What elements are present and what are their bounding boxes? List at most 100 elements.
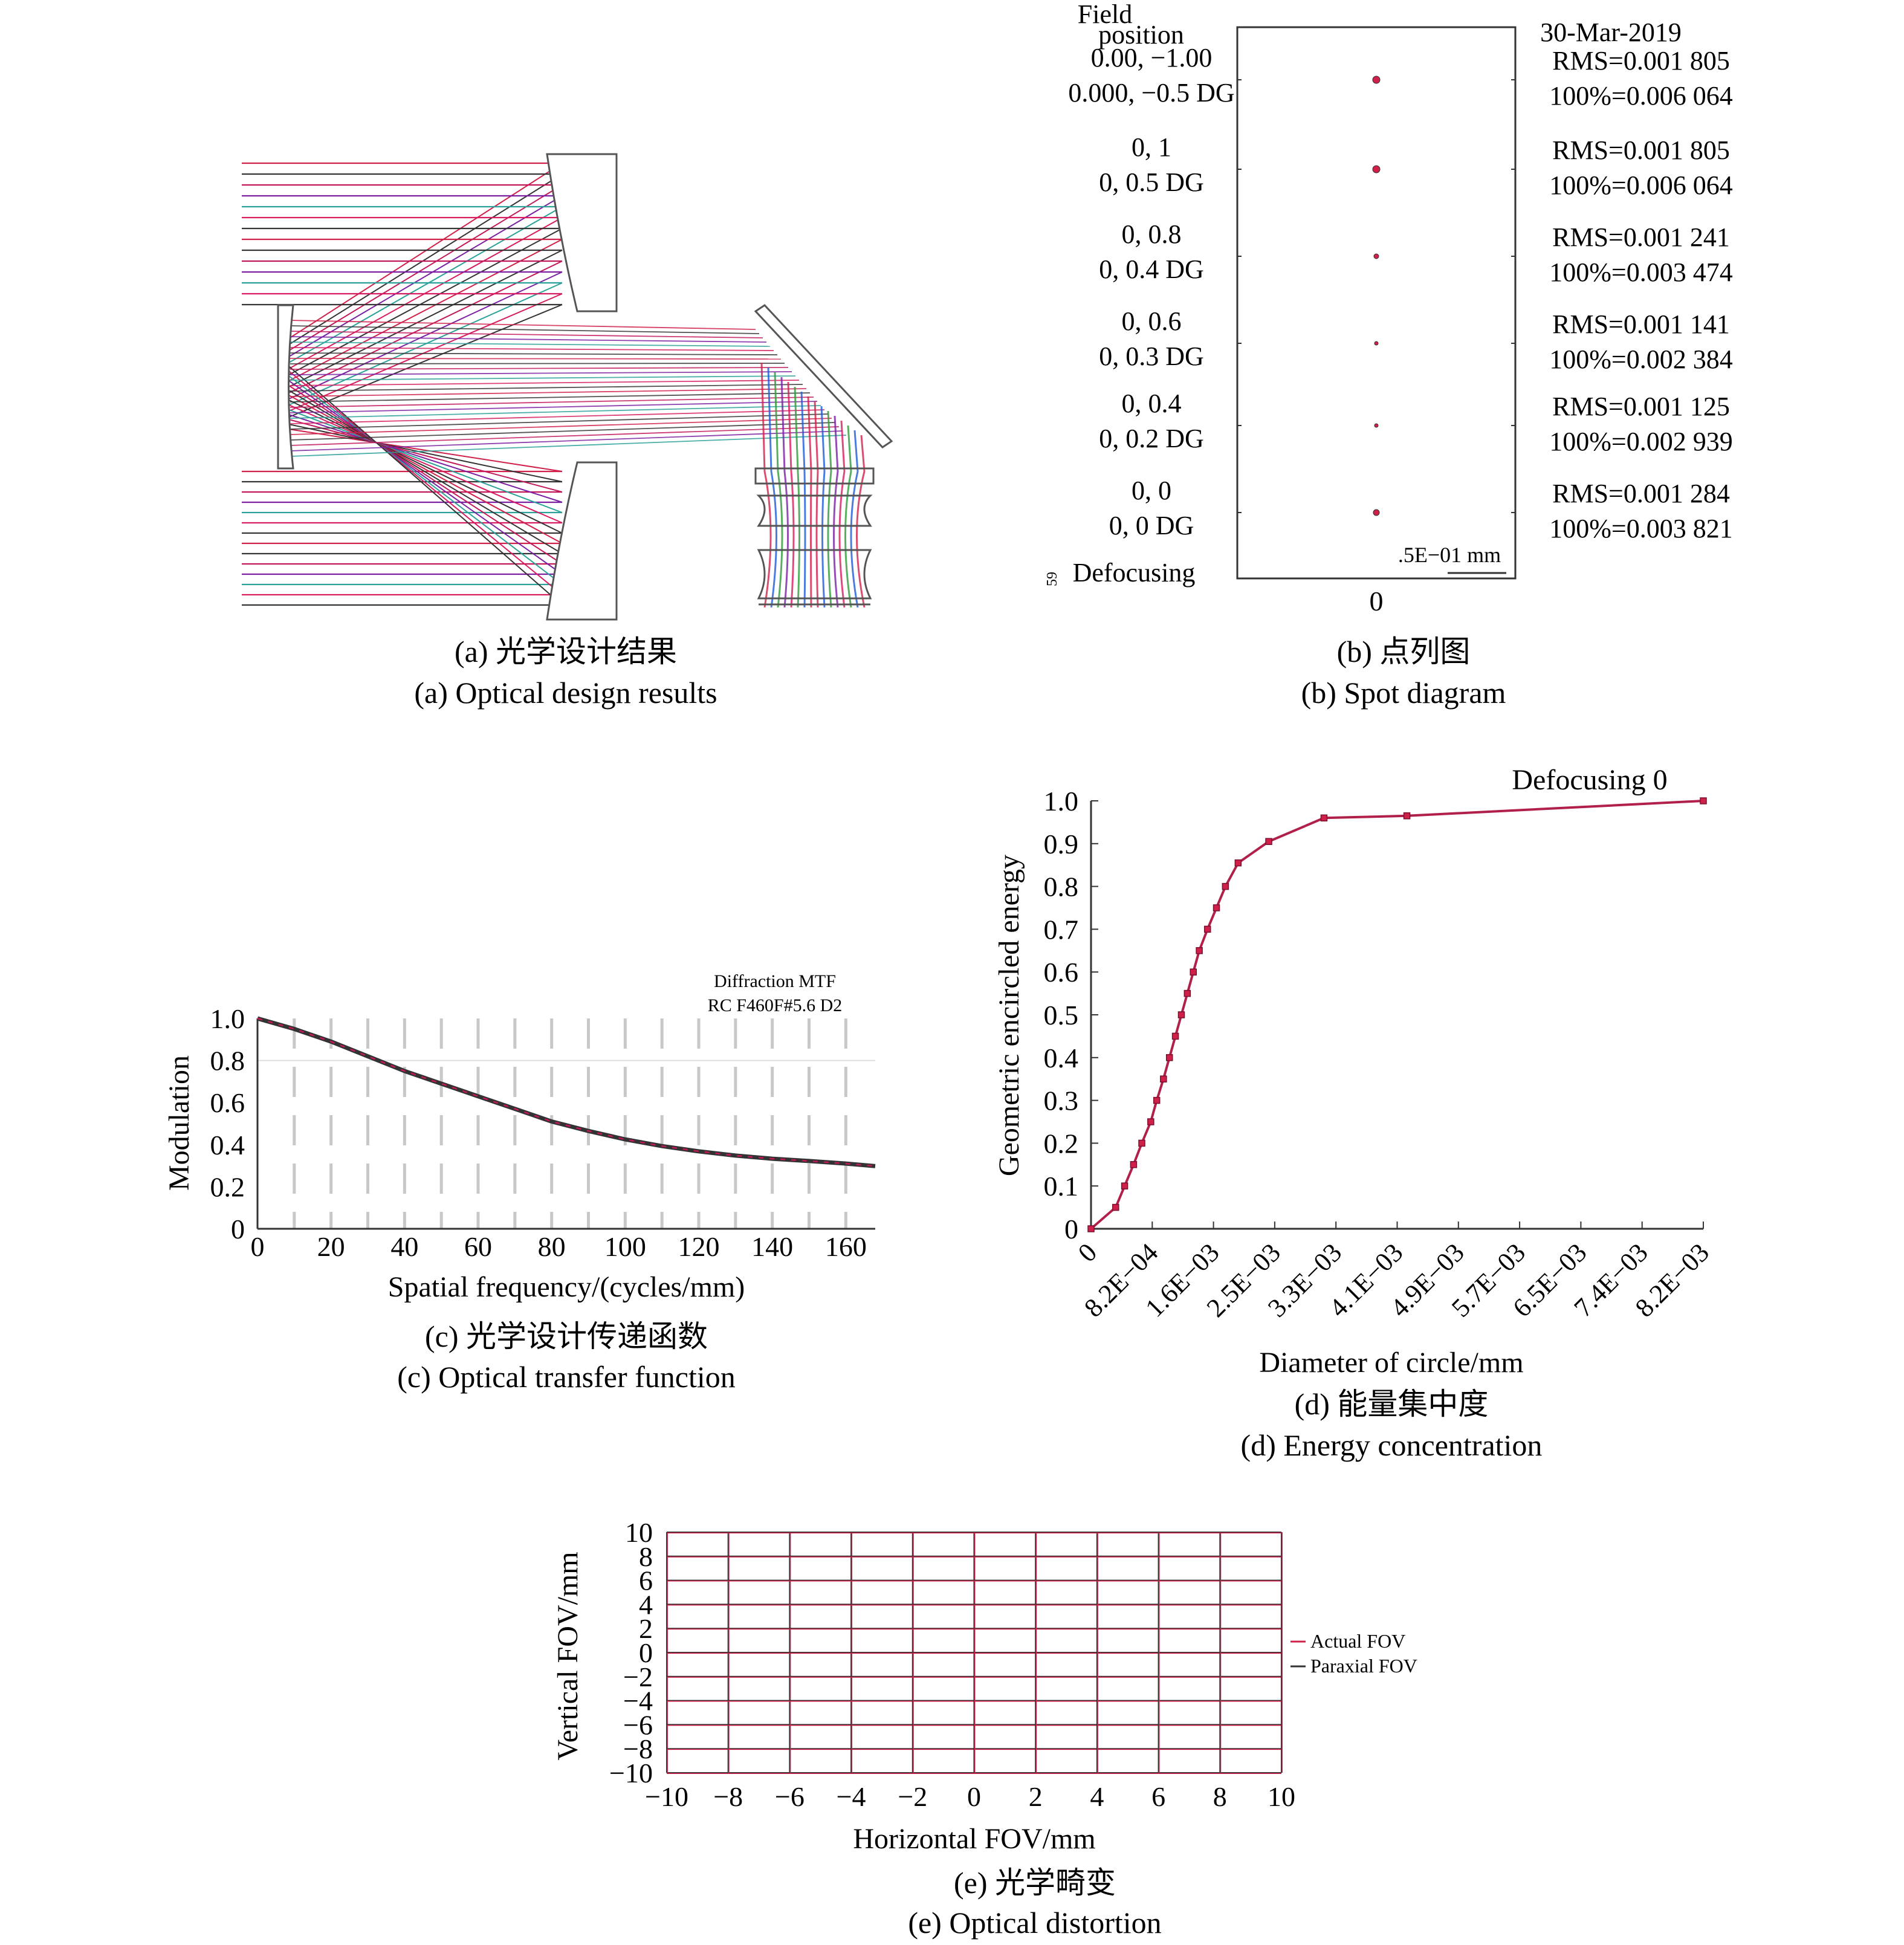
field-degrees: 0, 0.2 DG xyxy=(1099,424,1204,453)
caption-a-cn: (a) 光学设计结果 xyxy=(455,635,677,668)
ray xyxy=(290,347,774,351)
distortion-y-tick: −8 xyxy=(623,1733,653,1764)
energy-x-label: Diameter of circle/mm xyxy=(1259,1347,1523,1379)
legend-actual: Actual FOV xyxy=(1310,1630,1405,1652)
ray xyxy=(290,392,811,403)
spot-point xyxy=(1372,76,1381,84)
geo-radius: 100%=0.003 821 xyxy=(1549,514,1732,543)
distortion-y-tick: −6 xyxy=(623,1709,653,1740)
ray xyxy=(290,384,803,392)
energy-x-tick: 0 xyxy=(1072,1237,1103,1267)
field-position: 0.00, −1.00 xyxy=(1091,43,1213,73)
ray xyxy=(290,396,814,408)
optical-design-panel: (a) 光学设计结果 (a) Optical design results xyxy=(242,153,893,710)
mtf-x-tick: 100 xyxy=(604,1231,646,1262)
ray xyxy=(290,430,843,451)
distortion-y-label: Vertical FOV/mm xyxy=(552,1552,584,1760)
field-position: 0, 0.6 xyxy=(1122,306,1182,336)
rms-radius: RMS=0.001 141 xyxy=(1552,309,1730,339)
energy-ticks: 00.10.20.30.40.50.60.70.80.91.008.2E−041… xyxy=(1044,786,1715,1323)
ray xyxy=(787,381,795,608)
energy-point xyxy=(1160,1075,1167,1083)
distortion-y-tick: 6 xyxy=(639,1565,653,1596)
geo-radius: 100%=0.006 064 xyxy=(1549,170,1732,200)
spot-date: 30-Mar-2019 xyxy=(1540,18,1682,47)
field-degrees: 0, 0.3 DG xyxy=(1099,341,1204,371)
ray xyxy=(838,420,846,608)
ray xyxy=(290,375,796,381)
ray xyxy=(288,375,563,585)
distortion-x-tick: −2 xyxy=(898,1781,927,1812)
mtf-y-tick: 0.2 xyxy=(210,1171,245,1202)
ray xyxy=(290,388,807,397)
mtf-y-tick: 0 xyxy=(231,1214,245,1244)
distortion-y-tick: 2 xyxy=(639,1613,653,1644)
spot-scale-label: .5E−01 mm xyxy=(1398,543,1501,567)
distortion-grid xyxy=(666,1532,1283,1774)
ray xyxy=(290,426,840,446)
fold-mirror xyxy=(754,304,893,448)
energy-y-tick: 0.1 xyxy=(1044,1171,1079,1202)
energy-panel: 00.10.20.30.40.50.60.70.80.91.008.2E−041… xyxy=(993,764,1715,1462)
distortion-x-tick: 2 xyxy=(1029,1781,1043,1812)
ray xyxy=(288,419,563,493)
ray xyxy=(290,371,792,375)
mtf-x-tick: 20 xyxy=(317,1231,345,1262)
energy-point xyxy=(1700,797,1707,804)
ray xyxy=(290,367,789,370)
distortion-y-tick: 8 xyxy=(639,1541,653,1572)
energy-point xyxy=(1403,812,1411,820)
secondary-mirror xyxy=(277,304,294,470)
caption-d-en: (d) Energy concentration xyxy=(1241,1428,1543,1462)
caption-b-en: (b) Spot diagram xyxy=(1301,676,1506,710)
ray xyxy=(827,410,832,608)
spot-point xyxy=(1374,423,1379,428)
caption-c-en: (c) Optical transfer function xyxy=(397,1360,735,1394)
mtf-x-tick: 40 xyxy=(390,1231,418,1262)
ray xyxy=(290,418,832,435)
defocus-number: 59 xyxy=(1044,572,1060,586)
ray xyxy=(290,401,818,413)
mtf-y-tick: 1.0 xyxy=(210,1003,245,1034)
spot-plot-frame xyxy=(1236,26,1517,580)
ray-trace xyxy=(242,162,866,608)
mtf-annotation-2: RC F460F#5.6 D2 xyxy=(708,995,843,1015)
ray xyxy=(774,372,783,608)
ray xyxy=(856,435,866,608)
ray xyxy=(760,362,772,608)
energy-y-tick: 0.5 xyxy=(1044,1000,1079,1031)
energy-point xyxy=(1196,947,1203,954)
mtf-x-tick: 0 xyxy=(251,1231,265,1262)
energy-point xyxy=(1130,1161,1138,1168)
mtf-curve-red xyxy=(257,1017,876,1167)
energy-y-tick: 0.7 xyxy=(1044,914,1079,945)
mtf-x-tick: 140 xyxy=(751,1231,793,1262)
energy-point xyxy=(1222,882,1229,890)
energy-curve xyxy=(1090,800,1704,1230)
distortion-y-tick: −10 xyxy=(609,1758,653,1788)
ray xyxy=(850,430,859,608)
field-degrees: 0.000, −0.5 DG xyxy=(1068,78,1234,108)
mtf-x-label: Spatial frequency/(cycles/mm) xyxy=(388,1271,745,1303)
rms-radius: RMS=0.001 125 xyxy=(1552,392,1730,421)
distortion-x-tick: 4 xyxy=(1090,1781,1104,1812)
ray xyxy=(288,424,563,482)
rms-radius: RMS=0.001 241 xyxy=(1552,222,1730,252)
distortion-x-label: Horizontal FOV/mm xyxy=(853,1823,1095,1855)
distortion-x-tick: 8 xyxy=(1213,1781,1227,1812)
geo-radius: 100%=0.002 939 xyxy=(1549,427,1732,456)
mtf-y-tick: 0.8 xyxy=(210,1046,245,1076)
geo-radius: 100%=0.002 384 xyxy=(1549,345,1732,374)
ray xyxy=(288,380,563,575)
field-position: 0, 0 xyxy=(1132,476,1171,505)
energy-point xyxy=(1112,1203,1119,1211)
ray xyxy=(290,413,829,430)
ray xyxy=(288,304,563,418)
ray xyxy=(794,386,800,608)
distortion-x-tick: 10 xyxy=(1268,1781,1295,1812)
energy-point xyxy=(1265,838,1272,846)
ray xyxy=(288,371,563,595)
